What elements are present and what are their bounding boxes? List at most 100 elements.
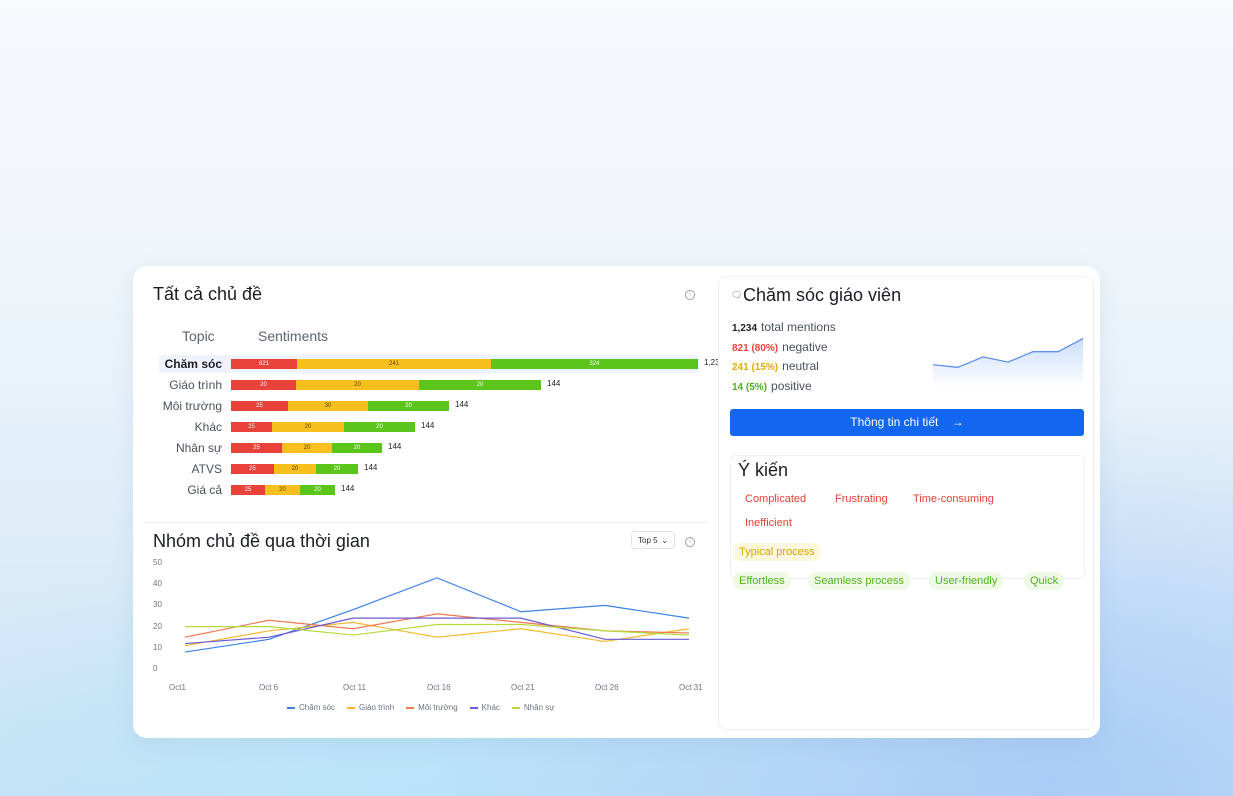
x-tick-label: Oct 26	[595, 683, 619, 692]
col-sentiments-header: Sentiments	[258, 328, 329, 344]
neg-segment[interactable]: 25	[231, 485, 265, 495]
series-line[interactable]	[184, 577, 690, 653]
neg-segment[interactable]: 25	[231, 443, 282, 453]
topic-row-label[interactable]: Giá cả	[187, 483, 222, 497]
legend-item[interactable]: Nhân sự	[511, 703, 555, 712]
chat-icon: 🗨︎	[731, 290, 743, 300]
stat-neutral: 241 (15%) neutral	[732, 359, 819, 373]
topic-row-label[interactable]: Nhân sự	[175, 441, 222, 455]
topic-row-label[interactable]: Môi trường	[162, 399, 222, 413]
legend-label: Chăm sóc	[299, 703, 336, 712]
opinion-tag-neu[interactable]: Typical process	[733, 543, 821, 561]
topic-row-label[interactable]: ATVS	[191, 462, 222, 476]
x-tick-label: Oct 31	[679, 683, 703, 692]
neg-segment[interactable]: 20	[231, 380, 296, 390]
pos-segment[interactable]: 20	[316, 464, 358, 474]
top-select-value: Top 5	[638, 536, 658, 545]
row-total: 144	[421, 421, 435, 430]
top-select[interactable]: Top 5 ⌄	[631, 531, 675, 549]
stat-negative: 821 (80%) negative	[732, 340, 828, 354]
trend-panel: Nhóm chủ đề qua thời gian Top 5 ⌄ i 50 40…	[143, 522, 708, 727]
arrow-right-icon: →	[951, 415, 964, 429]
neg-segment[interactable]: 25	[231, 401, 288, 411]
all-topics-title: Tất cả chủ đề	[153, 284, 263, 304]
pos-segment[interactable]: 20	[368, 401, 449, 411]
stat-neutral-value: 241 (15%)	[732, 362, 779, 373]
neu-segment[interactable]: 20	[265, 485, 300, 495]
neu-segment[interactable]: 20	[296, 380, 419, 390]
y-tick-label: 50	[153, 558, 162, 567]
opinions-title: Ý kiến	[738, 460, 789, 480]
opinion-tag-pos[interactable]: Effortless	[733, 572, 791, 590]
legend-swatch	[287, 706, 295, 709]
series-line[interactable]	[185, 623, 690, 636]
topic-row-label[interactable]: Giáo trình	[169, 378, 222, 392]
pos-segment[interactable]: 20	[419, 380, 541, 390]
neu-segment[interactable]: 20	[272, 422, 344, 432]
series-line[interactable]	[184, 617, 689, 645]
neu-segment[interactable]: 20	[274, 464, 316, 474]
detail-button-label: Thông tin chi tiết	[850, 415, 939, 429]
row-total: 144	[547, 379, 561, 388]
neg-segment[interactable]: 25	[231, 464, 274, 474]
detail-title: Chăm sóc giáo viên	[743, 285, 902, 305]
stat-neutral-label: neutral	[782, 359, 819, 373]
y-tick-label: 10	[153, 642, 162, 652]
pos-segment[interactable]: 20	[300, 485, 335, 495]
trend-title: Nhóm chủ đề qua thời gian	[153, 531, 370, 551]
x-tick-label: Oct 6	[259, 683, 279, 692]
mentions-sparkline	[932, 338, 1084, 387]
row-total: 144	[364, 463, 378, 472]
info-icon[interactable]: i	[685, 290, 695, 300]
sparkline-line	[932, 338, 1084, 368]
stat-total: 1,234 total mentions	[732, 320, 836, 334]
chevron-down-icon: ⌄	[661, 536, 668, 545]
stat-total-label: total mentions	[761, 320, 836, 334]
stat-negative-value: 821 (80%)	[732, 343, 779, 354]
sparkline-area	[933, 338, 1083, 387]
legend-label: Nhân sự	[523, 703, 555, 712]
opinion-tag-pos[interactable]: Seamless process	[808, 572, 910, 590]
pos-segment[interactable]: 324	[491, 359, 698, 369]
neu-segment[interactable]: 20	[282, 443, 332, 453]
neu-segment[interactable]: 30	[288, 401, 368, 411]
neg-segment[interactable]: 821	[231, 359, 297, 369]
opinion-tag-pos[interactable]: Quick	[1024, 572, 1065, 590]
col-topic-header: Topic	[182, 328, 215, 344]
pos-segment[interactable]: 20	[344, 422, 415, 432]
chart-legend: Chăm sóc Giáo trình Môi trường Khác Nhân sự	[287, 703, 555, 712]
stat-total-value: 1,234	[732, 323, 758, 334]
dashboard-card: Tất cả chủ đề i Topic Sentiments Chăm só…	[133, 266, 1100, 738]
opinion-tag-neg[interactable]: Complicated	[739, 490, 813, 508]
y-tick-label: 0	[153, 664, 158, 673]
legend-item[interactable]: Môi trường	[406, 703, 458, 712]
x-tick-label: Oct1	[169, 683, 186, 692]
opinion-tag-neg[interactable]: Frustrating	[829, 490, 894, 508]
neu-segment[interactable]: 241	[297, 359, 491, 369]
topic-row-label[interactable]: Khác	[194, 420, 222, 434]
stat-positive-value: 14 (5%)	[732, 382, 768, 393]
x-tick-label: Oct 11	[343, 683, 366, 692]
legend-swatch	[469, 706, 478, 709]
topic-row-label[interactable]: Chăm sóc	[164, 357, 222, 371]
opinion-tag-neg[interactable]: Time-consuming	[907, 490, 1000, 508]
series-line[interactable]	[184, 621, 690, 647]
legend-swatch	[347, 706, 356, 709]
opinion-tag-pos[interactable]: User-friendly	[929, 572, 1004, 590]
neg-segment[interactable]: 25	[231, 422, 272, 432]
y-tick-label: 30	[153, 600, 162, 610]
pos-segment[interactable]: 20	[332, 443, 382, 453]
detail-button[interactable]: Thông tin chi tiết →	[730, 409, 1084, 436]
opinions-box: Ý kiến Complicated Frustrating Time-consum…	[730, 455, 1085, 590]
legend-item[interactable]: Chăm sóc	[287, 703, 335, 712]
stat-positive-label: positive	[771, 379, 812, 393]
opinion-tag-neg[interactable]: Inefficient	[739, 514, 798, 532]
series-line[interactable]	[184, 613, 690, 638]
y-tick-label: 40	[153, 579, 162, 589]
legend-label: Môi trường	[418, 703, 458, 712]
row-total: 144	[388, 442, 402, 451]
legend-swatch	[406, 706, 415, 709]
legend-item[interactable]: Giáo trình	[347, 703, 394, 712]
info-icon[interactable]: i	[685, 537, 695, 547]
legend-item[interactable]: Khác	[469, 703, 500, 712]
